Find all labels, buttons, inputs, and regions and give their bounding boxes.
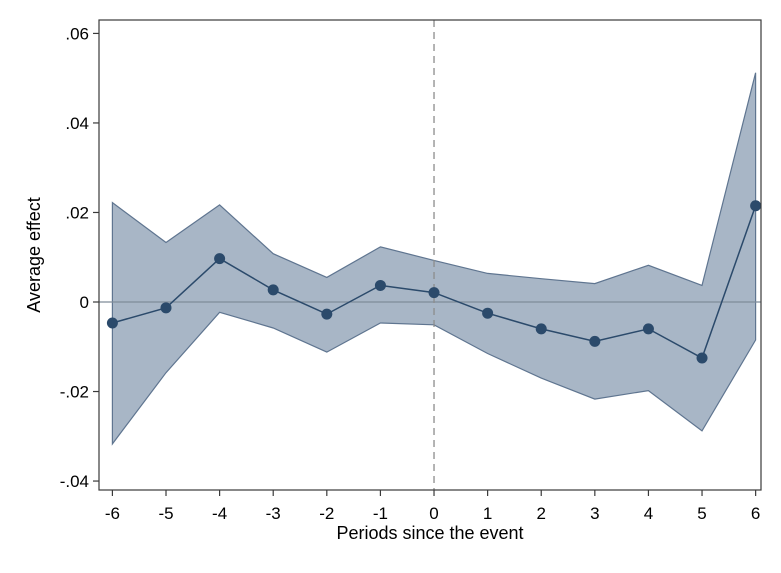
x-tick-label: -1 — [373, 504, 388, 523]
series-layer — [106, 200, 762, 364]
x-tick-label: 2 — [536, 504, 545, 523]
effect-point — [535, 323, 547, 335]
x-tick-label: 5 — [697, 504, 706, 523]
x-tick-label: -5 — [158, 504, 173, 523]
x-tick-label: 4 — [644, 504, 653, 523]
effect-point — [374, 279, 386, 291]
effect-point — [160, 302, 172, 314]
effect-point — [696, 352, 708, 364]
confidence-band — [111, 72, 757, 446]
x-tick-label: 1 — [483, 504, 492, 523]
x-tick-label: -3 — [266, 504, 281, 523]
confidence-band-layer — [111, 72, 757, 446]
x-tick-label: -2 — [319, 504, 334, 523]
y-tick-label: -.02 — [60, 383, 89, 402]
effect-point — [267, 284, 279, 296]
x-tick-label: -6 — [105, 504, 120, 523]
axes-layer: .06 .04 .02 0 -.02 -.04 -6 -5 -4 -3 -2 -1 0 1 2 3 4 5 6 — [60, 19, 762, 523]
x-tick-label: 6 — [751, 504, 760, 523]
effect-point — [106, 317, 118, 329]
y-tick-label: -.04 — [60, 472, 89, 491]
effect-point — [750, 200, 762, 212]
y-tick-label: .02 — [65, 203, 89, 222]
plot-frame — [98, 19, 762, 491]
effect-point — [589, 335, 601, 347]
effect-point — [428, 287, 440, 299]
y-tick-label: 0 — [80, 293, 89, 312]
reference-lines-layer — [99, 20, 761, 490]
x-axis-title: Periods since the event — [336, 523, 523, 543]
y-axis-title: Average effect — [24, 197, 44, 312]
effect-point — [642, 323, 654, 335]
effect-point — [482, 307, 494, 319]
y-tick-label: .06 — [65, 24, 89, 43]
effect-point — [321, 308, 333, 320]
x-tick-label: -4 — [212, 504, 227, 523]
y-tick-label: .04 — [65, 114, 89, 133]
effect-point — [214, 253, 226, 265]
x-tick-label: 0 — [429, 504, 438, 523]
x-tick-label: 3 — [590, 504, 599, 523]
